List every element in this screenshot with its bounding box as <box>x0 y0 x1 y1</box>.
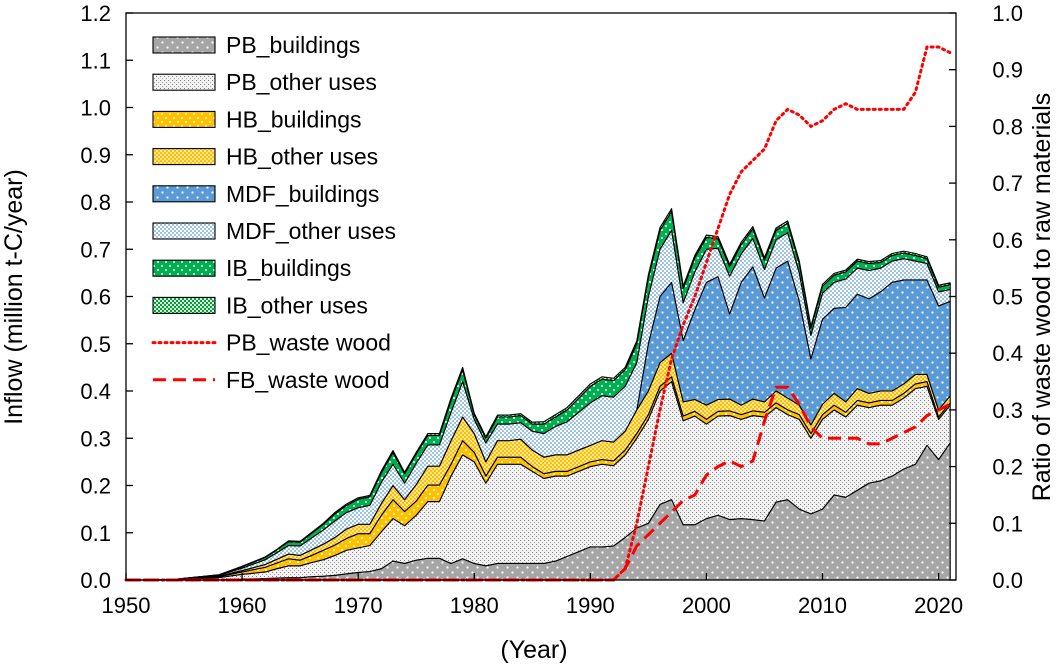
legend-item-mdf-buildings: MDF_buildings <box>152 181 379 207</box>
x-tick-label: 1970 <box>334 593 383 618</box>
legend-swatch <box>152 222 216 240</box>
y2-tick-label: 0.8 <box>992 114 1023 139</box>
y-tick-label: 0.8 <box>80 190 111 215</box>
x-tick-label: 1980 <box>450 593 499 618</box>
y2-tick-label: 0.0 <box>992 568 1023 593</box>
y-tick-label: 0.6 <box>80 285 111 310</box>
legend-item-ib-buildings: IB_buildings <box>152 255 351 281</box>
area-ib-other-uses <box>125 208 951 581</box>
legend-swatch <box>152 296 216 314</box>
line-fb-waste-wood <box>126 385 951 582</box>
legend-label: MDF_other uses <box>226 218 396 244</box>
y-tick-label: 0.4 <box>80 379 111 404</box>
stacked-areas <box>125 208 951 581</box>
y-tick-label: 0.5 <box>80 332 111 357</box>
y-axis-right: 0.0 0.1 0.2 0.3 0.4 0.5 0.6 0.7 0.8 0.9 1.0 <box>949 1 1023 593</box>
y2-tick-label: 0.1 <box>992 511 1023 536</box>
legend-item-fb-waste-wood: FB_waste wood <box>153 367 390 393</box>
y2-axis-label: Ratio of waste wood to raw materials <box>1028 93 1056 502</box>
legend-label: PB_buildings <box>226 32 360 58</box>
legend: PB_buildings PB_other uses HB_buildings HB_… <box>151 32 396 393</box>
legend-swatch <box>152 185 216 203</box>
legend-swatch <box>152 36 216 54</box>
y-tick-label: 1.1 <box>80 48 111 73</box>
y-axis-label: Inflow (million t-C/year) <box>0 169 28 425</box>
legend-item-ib-other-uses: IB_other uses <box>152 292 368 318</box>
ratio-lines <box>124 45 952 582</box>
legend-label: HB_other uses <box>226 144 378 170</box>
y2-tick-label: 0.4 <box>992 341 1023 366</box>
x-tick-label: 2020 <box>914 593 963 618</box>
x-tick-label: 1950 <box>102 593 151 618</box>
legend-item-pb-buildings: PB_buildings <box>152 32 360 58</box>
legend-item-hb-buildings: HB_buildings <box>152 106 362 132</box>
x-tick-label: 2000 <box>682 593 731 618</box>
y2-tick-label: 0.2 <box>992 455 1023 480</box>
legend-swatch <box>152 148 216 166</box>
x-axis: 1950 1960 1970 1980 1990 2000 2010 2020 <box>102 573 963 618</box>
x-axis-label: (Year) <box>500 636 567 664</box>
x-tick-label: 1990 <box>566 593 615 618</box>
legend-item-mdf-other-uses: MDF_other uses <box>152 218 396 244</box>
legend-label: MDF_buildings <box>226 181 379 207</box>
legend-swatch <box>152 110 216 128</box>
y-tick-label: 0.7 <box>80 237 111 262</box>
y-tick-label: 0.9 <box>80 143 111 168</box>
y2-tick-label: 0.9 <box>992 58 1023 83</box>
legend-item-pb-other-uses: PB_other uses <box>152 69 377 95</box>
y-tick-label: 1.2 <box>80 1 111 26</box>
y-tick-label: 0.2 <box>80 474 111 499</box>
legend-label: IB_other uses <box>226 292 368 318</box>
legend-item-hb-other-uses: HB_other uses <box>152 144 378 170</box>
legend-label: PB_other uses <box>226 69 377 95</box>
y2-tick-label: 0.7 <box>992 171 1023 196</box>
y2-tick-label: 0.5 <box>992 285 1023 310</box>
y2-tick-label: 1.0 <box>992 1 1023 26</box>
legend-item-pb-waste-wood: PB_waste wood <box>151 330 391 356</box>
legend-swatch <box>152 259 216 277</box>
y-tick-label: 0.0 <box>80 568 111 593</box>
y-tick-label: 0.3 <box>80 426 111 451</box>
legend-swatch <box>152 73 216 91</box>
y-tick-label: 0.1 <box>80 521 111 546</box>
x-tick-label: 1960 <box>218 593 267 618</box>
x-tick-label: 2010 <box>798 593 847 618</box>
y2-tick-label: 0.6 <box>992 228 1023 253</box>
y-axis-left: 0.0 0.1 0.2 0.3 0.4 0.5 0.6 0.7 0.8 0.9 1.0 1.1 1.2 <box>80 1 133 593</box>
y-tick-label: 1.0 <box>80 96 111 121</box>
line-pb-waste-wood <box>124 45 952 582</box>
legend-label: HB_buildings <box>226 106 362 132</box>
y2-tick-label: 0.3 <box>992 398 1023 423</box>
legend-label: FB_waste wood <box>226 367 390 393</box>
legend-label: PB_waste wood <box>226 330 391 356</box>
legend-label: IB_buildings <box>226 255 351 281</box>
